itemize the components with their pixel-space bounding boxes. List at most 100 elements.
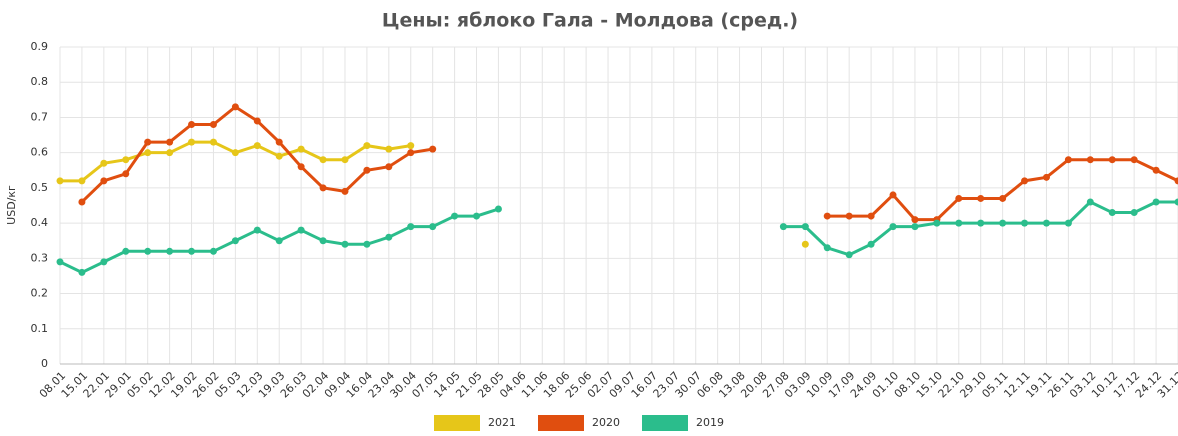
legend-label: 2020 xyxy=(592,416,620,429)
data-point xyxy=(1021,219,1029,227)
data-point xyxy=(889,191,897,199)
data-point xyxy=(1021,177,1029,185)
data-point xyxy=(209,120,217,128)
data-point xyxy=(100,177,108,185)
data-point xyxy=(209,138,217,146)
data-point xyxy=(451,212,459,220)
y-tick-label: 0 xyxy=(41,357,48,370)
data-point xyxy=(363,240,371,248)
data-point xyxy=(100,159,108,167)
data-point xyxy=(275,237,283,245)
y-axis-label: USD/кг xyxy=(5,185,18,225)
data-point xyxy=(955,194,963,202)
data-point xyxy=(801,223,809,231)
data-point xyxy=(429,223,437,231)
data-point xyxy=(209,247,217,255)
data-point xyxy=(319,184,327,192)
legend-label: 2021 xyxy=(488,416,516,429)
data-point xyxy=(494,205,502,213)
data-point xyxy=(275,152,283,160)
data-point xyxy=(166,247,174,255)
data-point xyxy=(999,219,1007,227)
data-point xyxy=(363,142,371,150)
y-tick-label: 0.1 xyxy=(31,322,49,335)
y-tick-label: 0.8 xyxy=(31,75,49,88)
data-point xyxy=(122,156,130,164)
data-point xyxy=(911,216,919,224)
data-point xyxy=(889,223,897,231)
data-point xyxy=(231,149,239,157)
data-point xyxy=(122,247,130,255)
data-point xyxy=(1064,156,1072,164)
data-point xyxy=(999,194,1007,202)
data-point xyxy=(78,177,86,185)
data-point xyxy=(341,187,349,195)
data-point xyxy=(188,138,196,146)
data-point xyxy=(1130,209,1138,217)
data-point xyxy=(867,212,875,220)
data-point xyxy=(275,138,283,146)
data-point xyxy=(407,223,415,231)
data-point xyxy=(1064,219,1072,227)
data-point xyxy=(977,194,985,202)
legend-swatch xyxy=(434,415,480,431)
data-point xyxy=(188,120,196,128)
y-tick-label: 0.5 xyxy=(31,181,49,194)
chart-title: Цены: яблоко Гала - Молдова (сред.) xyxy=(382,10,798,32)
data-point xyxy=(845,212,853,220)
data-point xyxy=(253,142,261,150)
data-point xyxy=(1108,209,1116,217)
data-point xyxy=(1086,156,1094,164)
data-point xyxy=(363,166,371,174)
legend-swatch xyxy=(642,415,688,431)
data-point xyxy=(911,223,919,231)
data-point xyxy=(1152,166,1160,174)
y-tick-label: 0.3 xyxy=(31,251,49,264)
data-point xyxy=(1086,198,1094,206)
data-point xyxy=(144,149,152,157)
y-tick-label: 0.4 xyxy=(31,216,49,229)
data-point xyxy=(253,226,261,234)
data-point xyxy=(955,219,963,227)
data-point xyxy=(341,156,349,164)
data-point xyxy=(779,223,787,231)
data-point xyxy=(144,138,152,146)
data-point xyxy=(297,226,305,234)
data-point xyxy=(188,247,196,255)
data-point xyxy=(473,212,481,220)
data-point xyxy=(407,149,415,157)
data-point xyxy=(319,237,327,245)
data-point xyxy=(319,156,327,164)
data-point xyxy=(823,244,831,252)
legend-swatch xyxy=(538,415,584,431)
data-point xyxy=(1174,198,1178,206)
data-point xyxy=(341,240,349,248)
data-point xyxy=(429,145,437,153)
data-point xyxy=(1042,219,1050,227)
data-point xyxy=(1108,156,1116,164)
data-point xyxy=(56,258,64,266)
y-tick-label: 0.7 xyxy=(31,110,49,123)
y-tick-label: 0.6 xyxy=(31,146,49,159)
data-point xyxy=(1174,177,1178,185)
data-point xyxy=(385,145,393,153)
data-point xyxy=(823,212,831,220)
data-point xyxy=(297,163,305,171)
data-point xyxy=(100,258,108,266)
series-line xyxy=(59,200,1178,275)
data-point xyxy=(166,138,174,146)
data-point xyxy=(166,149,174,157)
data-point xyxy=(1042,173,1050,181)
data-point xyxy=(385,163,393,171)
data-point xyxy=(407,142,415,150)
y-tick-label: 0.2 xyxy=(31,287,49,300)
y-tick-label: 0.9 xyxy=(31,40,49,53)
data-point xyxy=(845,251,853,259)
data-point xyxy=(231,237,239,245)
data-point xyxy=(78,198,86,206)
data-point xyxy=(1130,156,1138,164)
data-point xyxy=(122,170,130,178)
data-point xyxy=(231,103,239,111)
legend-label: 2019 xyxy=(696,416,724,429)
